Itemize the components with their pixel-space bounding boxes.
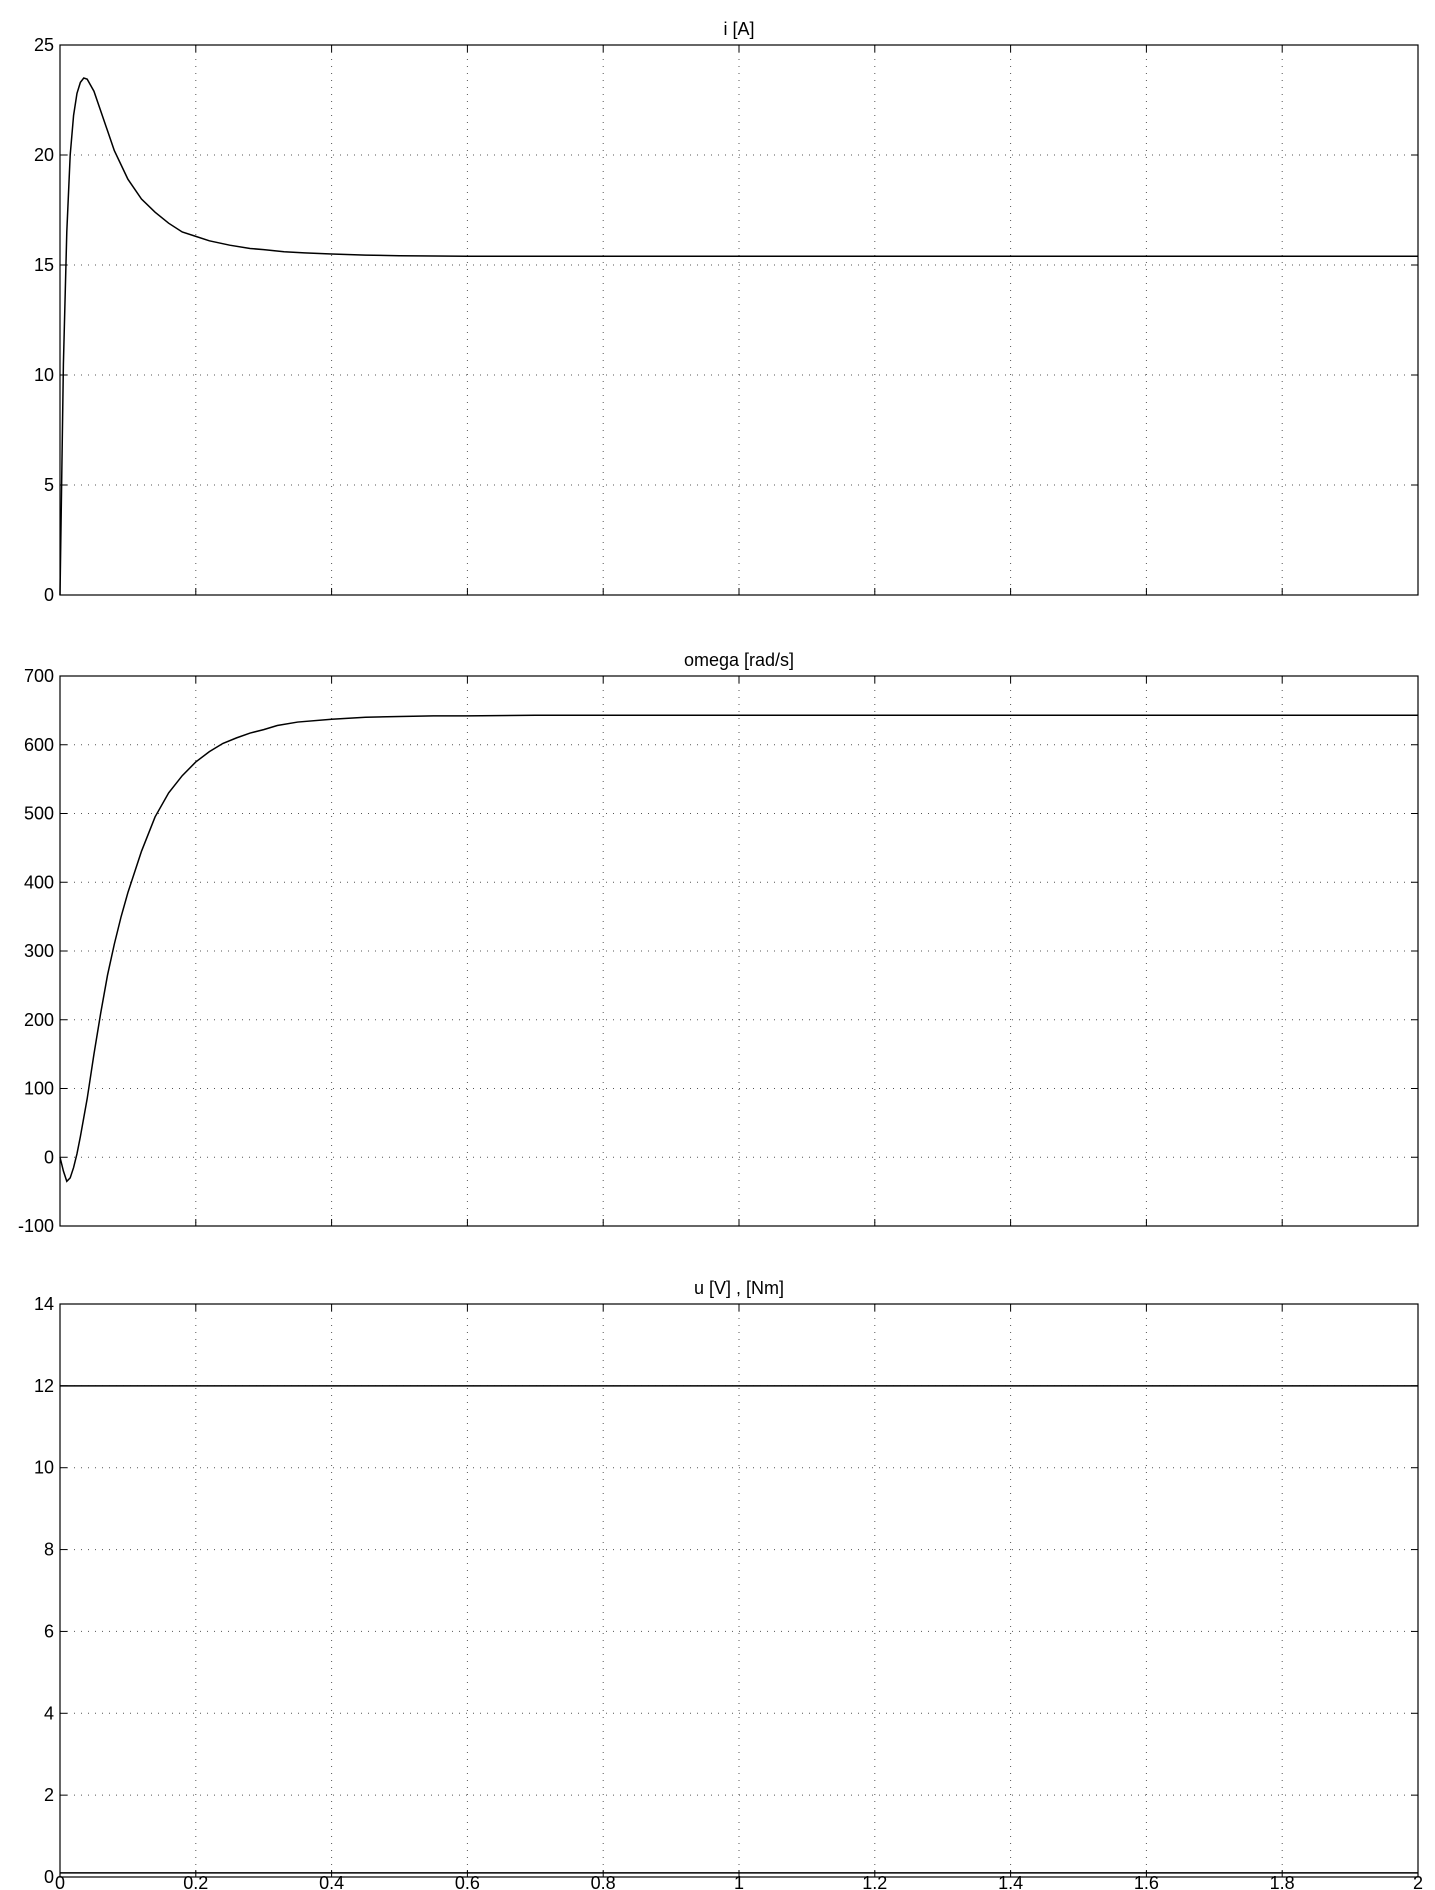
y-tick-label: 0 <box>44 585 54 605</box>
y-tick-label: 400 <box>24 872 54 892</box>
series-line <box>59 714 1418 1183</box>
x-tick-label: 0.6 <box>455 1873 480 1890</box>
y-tick-label: -100 <box>18 1216 54 1236</box>
y-tick-label: 600 <box>24 735 54 755</box>
y-tick-label: 14 <box>34 1294 54 1314</box>
chart-title: omega [rad/s] <box>684 650 794 670</box>
y-tick-label: 6 <box>44 1621 54 1641</box>
y-tick-label: 20 <box>34 145 54 165</box>
y-tick-label: 10 <box>34 365 54 385</box>
x-tick-label: 1 <box>734 1873 744 1890</box>
series-line <box>59 77 1418 596</box>
y-tick-label: 100 <box>24 1079 54 1099</box>
x-tick-label: 0.4 <box>319 1873 344 1890</box>
x-tick-label: 0.8 <box>591 1873 616 1890</box>
panel-omega: omega [rad/s] -100 0 100 200 300 400 500 600 700 <box>18 650 1419 1236</box>
y-tick-label: 25 <box>34 35 54 55</box>
y-tick-label: 5 <box>44 475 54 495</box>
y-tick-label: 8 <box>44 1540 54 1560</box>
plot-frame <box>59 675 1419 1227</box>
chart-title: i [A] <box>723 19 754 39</box>
x-tick-label: 2 <box>1413 1873 1423 1890</box>
x-tick-label: 1.8 <box>1270 1873 1295 1890</box>
plot-frame <box>59 44 1419 596</box>
chart-title: u [V] , [Nm] <box>694 1278 784 1298</box>
y-tick-label: 0 <box>44 1867 54 1887</box>
y-tick-label: 15 <box>34 255 54 275</box>
y-tick-label: 700 <box>24 666 54 686</box>
y-tick-label: 10 <box>34 1458 54 1478</box>
y-tick-label: 2 <box>44 1785 54 1805</box>
x-tick-label: 1.2 <box>862 1873 887 1890</box>
y-tick-label: 500 <box>24 804 54 824</box>
y-tick-label: 0 <box>44 1147 54 1167</box>
x-tick-label: 0.2 <box>183 1873 208 1890</box>
y-tick-label: 300 <box>24 941 54 961</box>
x-tick-label: 0 <box>55 1873 65 1890</box>
x-tick-label: 1.6 <box>1134 1873 1159 1890</box>
y-tick-label: 12 <box>34 1376 54 1396</box>
x-tick-label: 1.4 <box>998 1873 1023 1890</box>
panel-current: i [A] 0 5 10 15 20 25 <box>34 19 1419 605</box>
y-tick-label: 4 <box>44 1703 54 1723</box>
plot-frame <box>59 1303 1419 1878</box>
y-tick-label: 200 <box>24 1010 54 1030</box>
panel-voltage-torque: u [V] , [Nm] 0 2 4 6 8 10 12 14 0 0.2 0.4 0.6 0.8 1 1.… <box>34 1278 1423 1890</box>
